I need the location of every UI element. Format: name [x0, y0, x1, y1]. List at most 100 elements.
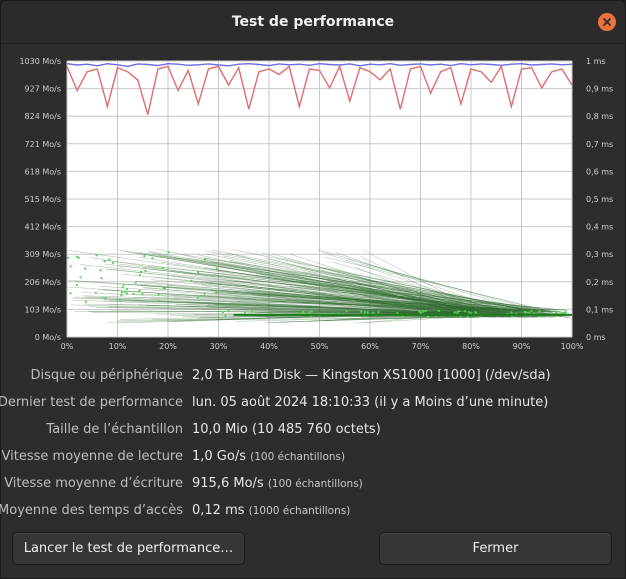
- access-time-point: [167, 251, 170, 254]
- access-time-point: [95, 254, 98, 257]
- y-tick-label-right: 0,5 ms: [586, 195, 613, 204]
- x-tick-label: 10%: [109, 342, 127, 351]
- access-time-point: [100, 277, 103, 280]
- access-time-point: [75, 284, 78, 287]
- access-time-point: [469, 312, 472, 315]
- access-time-point: [456, 310, 459, 314]
- access-time-point: [296, 311, 299, 314]
- write-speed-note: (100 échantillons): [267, 478, 363, 490]
- access-time-point: [215, 267, 219, 270]
- y-tick-label-left: 927 Mo/s: [25, 85, 61, 94]
- access-time-point: [161, 267, 164, 270]
- y-tick-label-left: 1030 Mo/s: [19, 57, 61, 66]
- y-tick-label-right: 0,1 ms: [586, 305, 613, 314]
- write-speed-line: [66, 64, 573, 115]
- access-time-point: [227, 310, 230, 313]
- access-time-trace: [335, 315, 536, 320]
- access-time-point: [120, 291, 123, 294]
- access-time-point: [250, 310, 254, 313]
- access-time-point: [77, 256, 80, 260]
- x-tick-label: 0%: [61, 342, 74, 351]
- y-tick-label-right: 0,4 ms: [586, 223, 613, 232]
- sample-size-row: Taille de l’échantillon 10,0 Mio (10 485…: [1, 417, 626, 444]
- y-tick-label-right: 0,9 ms: [586, 85, 613, 94]
- access-time-trace: [367, 291, 567, 314]
- access-time-point: [125, 287, 128, 291]
- access-time-point: [121, 286, 125, 289]
- access-time-point: [94, 291, 97, 294]
- access-time-point: [69, 292, 72, 295]
- close-button[interactable]: Fermer: [379, 532, 612, 565]
- access-time-value: 0,12 ms: [192, 503, 245, 518]
- y-tick-label-right: 0,8 ms: [586, 112, 613, 121]
- access-time-point: [143, 255, 146, 258]
- access-time-point: [244, 311, 247, 314]
- access-time-point: [224, 314, 227, 318]
- access-time-point: [424, 310, 427, 313]
- access-time-point: [160, 255, 163, 258]
- access-time-trace: [173, 257, 544, 316]
- access-time-point: [108, 258, 111, 261]
- access-time-point: [140, 270, 143, 273]
- access-time-trace: [141, 266, 473, 318]
- read-speed-row: Vitesse moyenne de lecture 1,0 Go/s (100…: [1, 444, 626, 471]
- title-bar: Test de performance: [1, 1, 625, 44]
- write-speed-label: Vitesse moyenne d’écriture: [4, 476, 183, 491]
- access-time-point: [363, 311, 366, 314]
- access-time-point: [203, 292, 206, 295]
- access-time-point: [138, 273, 142, 277]
- access-time-point: [203, 258, 206, 261]
- access-time-trace: [211, 261, 525, 311]
- access-time-point: [79, 276, 82, 279]
- access-time-note: (1000 échantillons): [248, 505, 351, 517]
- start-benchmark-button[interactable]: Lancer le test de performance…: [12, 532, 245, 565]
- x-tick-label: 90%: [513, 342, 531, 351]
- read-speed-value-wrap: 1,0 Go/s (100 échantillons): [192, 449, 345, 464]
- x-tick-label: 70%: [412, 342, 430, 351]
- write-speed-row: Vitesse moyenne d’écriture 915,6 Mo/s (1…: [1, 471, 626, 498]
- access-time-point: [474, 312, 477, 315]
- access-time-point: [196, 296, 199, 299]
- access-time-point: [69, 265, 72, 268]
- access-time-point: [555, 310, 558, 313]
- access-time-point: [533, 312, 536, 315]
- access-time-point: [269, 312, 272, 315]
- access-time-point: [84, 300, 88, 303]
- read-speed-line: [66, 62, 573, 68]
- x-tick-label: 100%: [561, 342, 584, 351]
- x-tick-label: 20%: [159, 342, 177, 351]
- write-speed-value: 915,6 Mo/s: [192, 476, 264, 491]
- close-window-button[interactable]: [598, 13, 616, 31]
- y-tick-label-left: 515 Mo/s: [25, 195, 61, 204]
- access-time-point: [310, 310, 313, 313]
- y-tick-label-left: 206 Mo/s: [25, 278, 61, 287]
- access-time-point: [190, 279, 193, 282]
- access-time-trace: [137, 285, 571, 318]
- y-tick-label-left: 824 Mo/s: [25, 112, 61, 121]
- access-time-point: [396, 312, 399, 315]
- access-time-point: [360, 310, 363, 313]
- y-tick-label-right: 0,6 ms: [586, 167, 613, 176]
- read-speed-label: Vitesse moyenne de lecture: [1, 449, 183, 464]
- access-time-trace: [363, 249, 491, 318]
- access-time-row: Moyenne des temps d’accès 0,12 ms (1000 …: [0, 498, 626, 525]
- access-time-trace: [222, 255, 569, 318]
- access-time-point: [337, 312, 340, 315]
- x-tick-label: 60%: [361, 342, 379, 351]
- access-time-trace: [172, 310, 490, 322]
- access-time-trace: [215, 292, 514, 311]
- access-time-point: [215, 291, 218, 294]
- y-tick-label-left: 412 Mo/s: [25, 223, 61, 232]
- access-time-point: [75, 255, 79, 258]
- access-time-point: [157, 293, 160, 296]
- access-time-point: [525, 311, 528, 314]
- close-icon: [603, 18, 611, 26]
- y-tick-label-left: 309 Mo/s: [25, 250, 61, 259]
- y-tick-label-left: 0 Mo/s: [35, 333, 61, 342]
- last-test-row: Dernier test de performance lun. 05 août…: [0, 390, 626, 417]
- access-time-point: [308, 311, 311, 314]
- x-tick-label: 40%: [260, 342, 278, 351]
- y-tick-label-left: 618 Mo/s: [25, 167, 61, 176]
- access-time-trace: [171, 270, 524, 312]
